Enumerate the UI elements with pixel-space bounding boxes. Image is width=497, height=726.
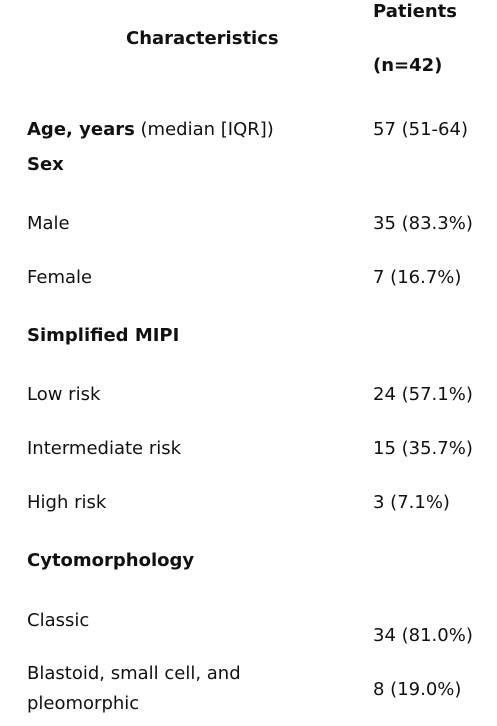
header-patients: Patients bbox=[373, 1, 457, 22]
header-patients-n: (n=42) bbox=[373, 55, 443, 76]
row-blastoid-label: Blastoid, small cell, and pleomorphic bbox=[27, 663, 241, 714]
row-low-risk-value: 24 (57.1%) bbox=[373, 384, 473, 405]
row-low-risk-label: Low risk bbox=[27, 384, 101, 405]
row-male-label: Male bbox=[27, 213, 70, 234]
row-high-risk-label: High risk bbox=[27, 492, 107, 513]
age-label-bold: Age, years bbox=[27, 119, 135, 140]
row-intermediate-risk-label: Intermediate risk bbox=[27, 438, 182, 459]
age-label-rest: (median [IQR]) bbox=[134, 119, 274, 140]
row-female-value: 7 (16.7%) bbox=[373, 267, 462, 288]
row-high-risk-value: 3 (7.1%) bbox=[373, 492, 450, 513]
header-characteristics: Characteristics bbox=[126, 28, 279, 49]
row-blastoid-value: 8 (19.0%) bbox=[373, 679, 462, 700]
section-mipi: Simplified MIPI bbox=[27, 325, 180, 346]
row-classic-label: Classic bbox=[27, 610, 90, 631]
row-classic-value: 34 (81.0%) bbox=[373, 625, 473, 646]
row-age-label: Age, years (median [IQR]) bbox=[27, 119, 274, 141]
row-female-label: Female bbox=[27, 267, 93, 288]
section-sex: Sex bbox=[27, 154, 64, 175]
row-male-value: 35 (83.3%) bbox=[373, 213, 473, 234]
row-age-value: 57 (51-64) bbox=[373, 119, 468, 140]
section-cytomorphology: Cytomorphology bbox=[27, 550, 195, 571]
row-intermediate-risk-value: 15 (35.7%) bbox=[373, 438, 473, 459]
